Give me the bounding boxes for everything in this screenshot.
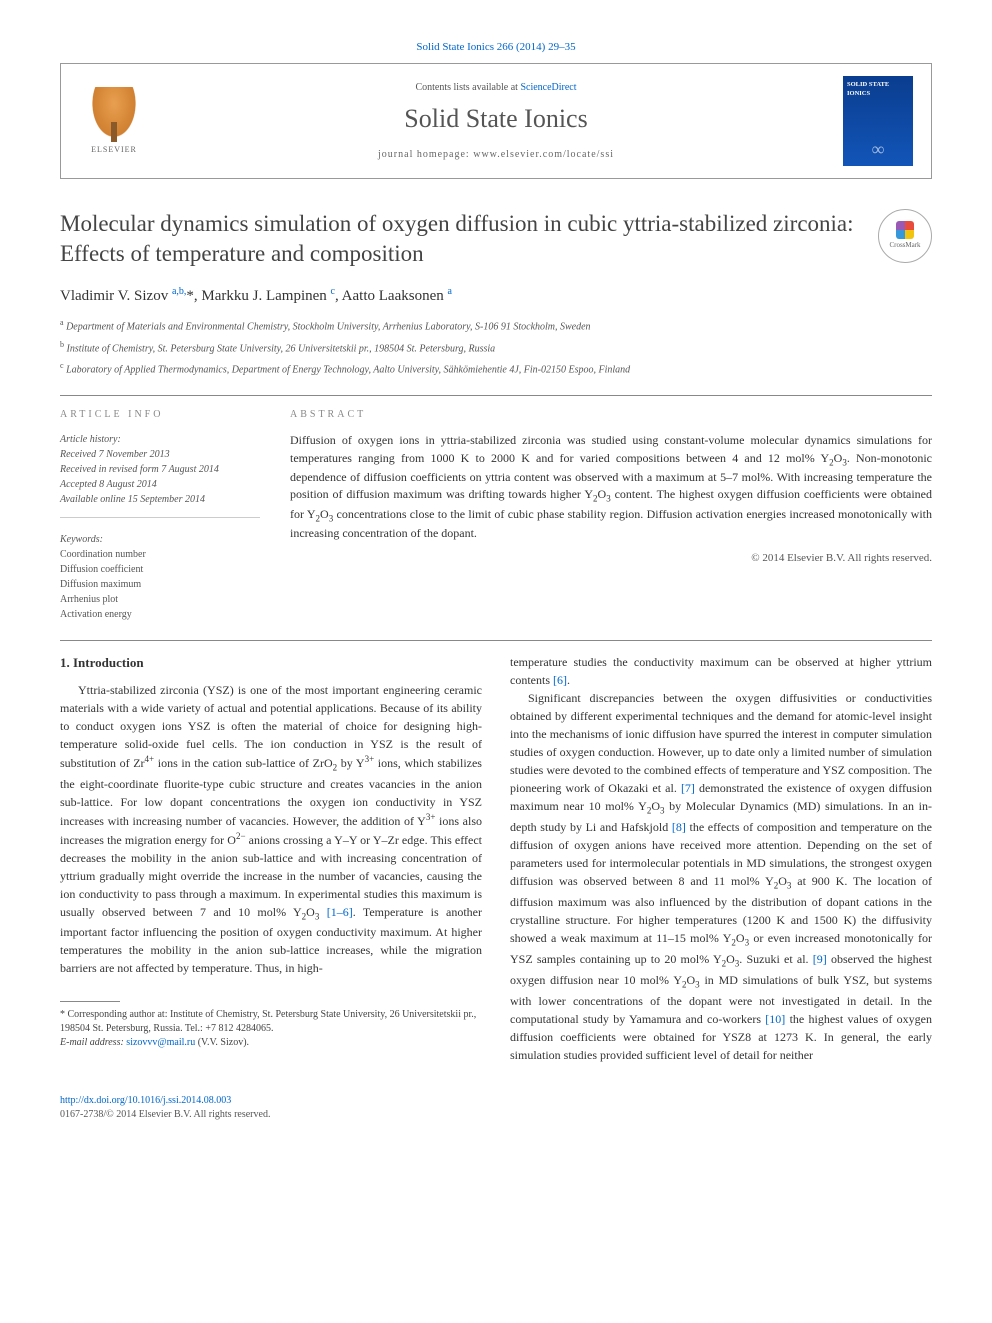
crossmark-badge[interactable]: CrossMark [878,209,932,263]
keyword: Diffusion coefficient [60,562,260,577]
homepage-line: journal homepage: www.elsevier.com/locat… [149,148,843,162]
cover-graphic-icon: ∞ [872,137,885,162]
cover-title: SOLID STATE IONICS [847,80,909,98]
header-center: Contents lists available at ScienceDirec… [149,81,843,161]
abstract-text: Diffusion of oxygen ions in yttria-stabi… [290,432,932,542]
elsevier-label: ELSEVIER [91,144,137,155]
journal-cover-thumb: SOLID STATE IONICS ∞ [843,76,913,166]
history-line: Available online 15 September 2014 [60,492,260,507]
citation-line: Solid State Ionics 266 (2014) 29–35 [60,40,932,55]
ref-link[interactable]: [6] [553,673,567,687]
issn-line: 0167-2738/© 2014 Elsevier B.V. All right… [60,1109,270,1120]
journal-header: ELSEVIER Contents lists available at Sci… [60,63,932,179]
keywords-label: Keywords: [60,532,260,547]
ref-link[interactable]: [7] [681,781,695,795]
affiliation: b Institute of Chemistry, St. Petersburg… [60,339,932,356]
email-link[interactable]: sizovvv@mail.ru [126,1037,195,1048]
email-suffix: (V.V. Sizov). [195,1037,249,1048]
page-footer: http://dx.doi.org/10.1016/j.ssi.2014.08.… [60,1094,932,1122]
abstract-column: ABSTRACT Diffusion of oxygen ions in ytt… [290,408,932,622]
keyword: Arrhenius plot [60,592,260,607]
section-number: 1. [60,655,70,670]
crossmark-icon [896,221,914,239]
affiliation: a Department of Materials and Environmen… [60,317,932,334]
article-info-column: ARTICLE INFO Article history: Received 7… [60,408,260,622]
footnote-separator [60,1001,120,1002]
keywords-block: Keywords: Coordination numberDiffusion c… [60,532,260,622]
section-title: Introduction [73,655,144,670]
elsevier-tree-icon [89,87,139,142]
article-info-heading: ARTICLE INFO [60,408,260,422]
history-line: Received 7 November 2013 [60,447,260,462]
body-columns: 1. Introduction Yttria-stabilized zircon… [60,653,932,1063]
ref-link[interactable]: [9] [813,952,827,966]
homepage-prefix: journal homepage: [378,149,473,160]
sciencedirect-link[interactable]: ScienceDirect [520,82,576,93]
email-footnote: E-mail address: sizovvv@mail.ru (V.V. Si… [60,1036,482,1050]
history-label: Article history: [60,432,260,447]
ref-link[interactable]: [10] [765,1012,785,1026]
corresponding-footnote: * Corresponding author at: Institute of … [60,1008,482,1036]
ref-link[interactable]: [8] [672,820,686,834]
doi-link[interactable]: http://dx.doi.org/10.1016/j.ssi.2014.08.… [60,1095,231,1106]
elsevier-logo: ELSEVIER [79,81,149,161]
history-block: Article history: Received 7 November 201… [60,432,260,518]
abstract-copyright: © 2014 Elsevier B.V. All rights reserved… [290,551,932,566]
keyword: Activation energy [60,607,260,622]
crossmark-label: CrossMark [889,241,920,251]
journal-name: Solid State Ionics [149,101,843,137]
affiliation: c Laboratory of Applied Thermodynamics, … [60,360,932,377]
contents-line: Contents lists available at ScienceDirec… [149,81,843,95]
homepage-url: www.elsevier.com/locate/ssi [473,149,614,160]
citation-link[interactable]: Solid State Ionics 266 (2014) 29–35 [416,41,575,53]
history-line: Accepted 8 August 2014 [60,477,260,492]
abstract-heading: ABSTRACT [290,408,932,422]
contents-prefix: Contents lists available at [415,82,520,93]
body-paragraph: Significant discrepancies between the ox… [510,689,932,1063]
article-title: Molecular dynamics simulation of oxygen … [60,209,858,269]
history-line: Received in revised form 7 August 2014 [60,462,260,477]
section-rule [60,395,932,396]
keyword: Coordination number [60,547,260,562]
section-heading: 1. Introduction [60,653,482,673]
email-label: E-mail address: [60,1037,126,1048]
section-rule-lower [60,640,932,641]
keyword: Diffusion maximum [60,577,260,592]
body-paragraph: Yttria-stabilized zirconia (YSZ) is one … [60,681,482,978]
ref-link[interactable]: [1–6] [327,905,353,919]
body-paragraph-continuation: temperature studies the conductivity max… [510,653,932,689]
authors-line: Vladimir V. Sizov a,b,*, Markku J. Lampi… [60,285,932,307]
